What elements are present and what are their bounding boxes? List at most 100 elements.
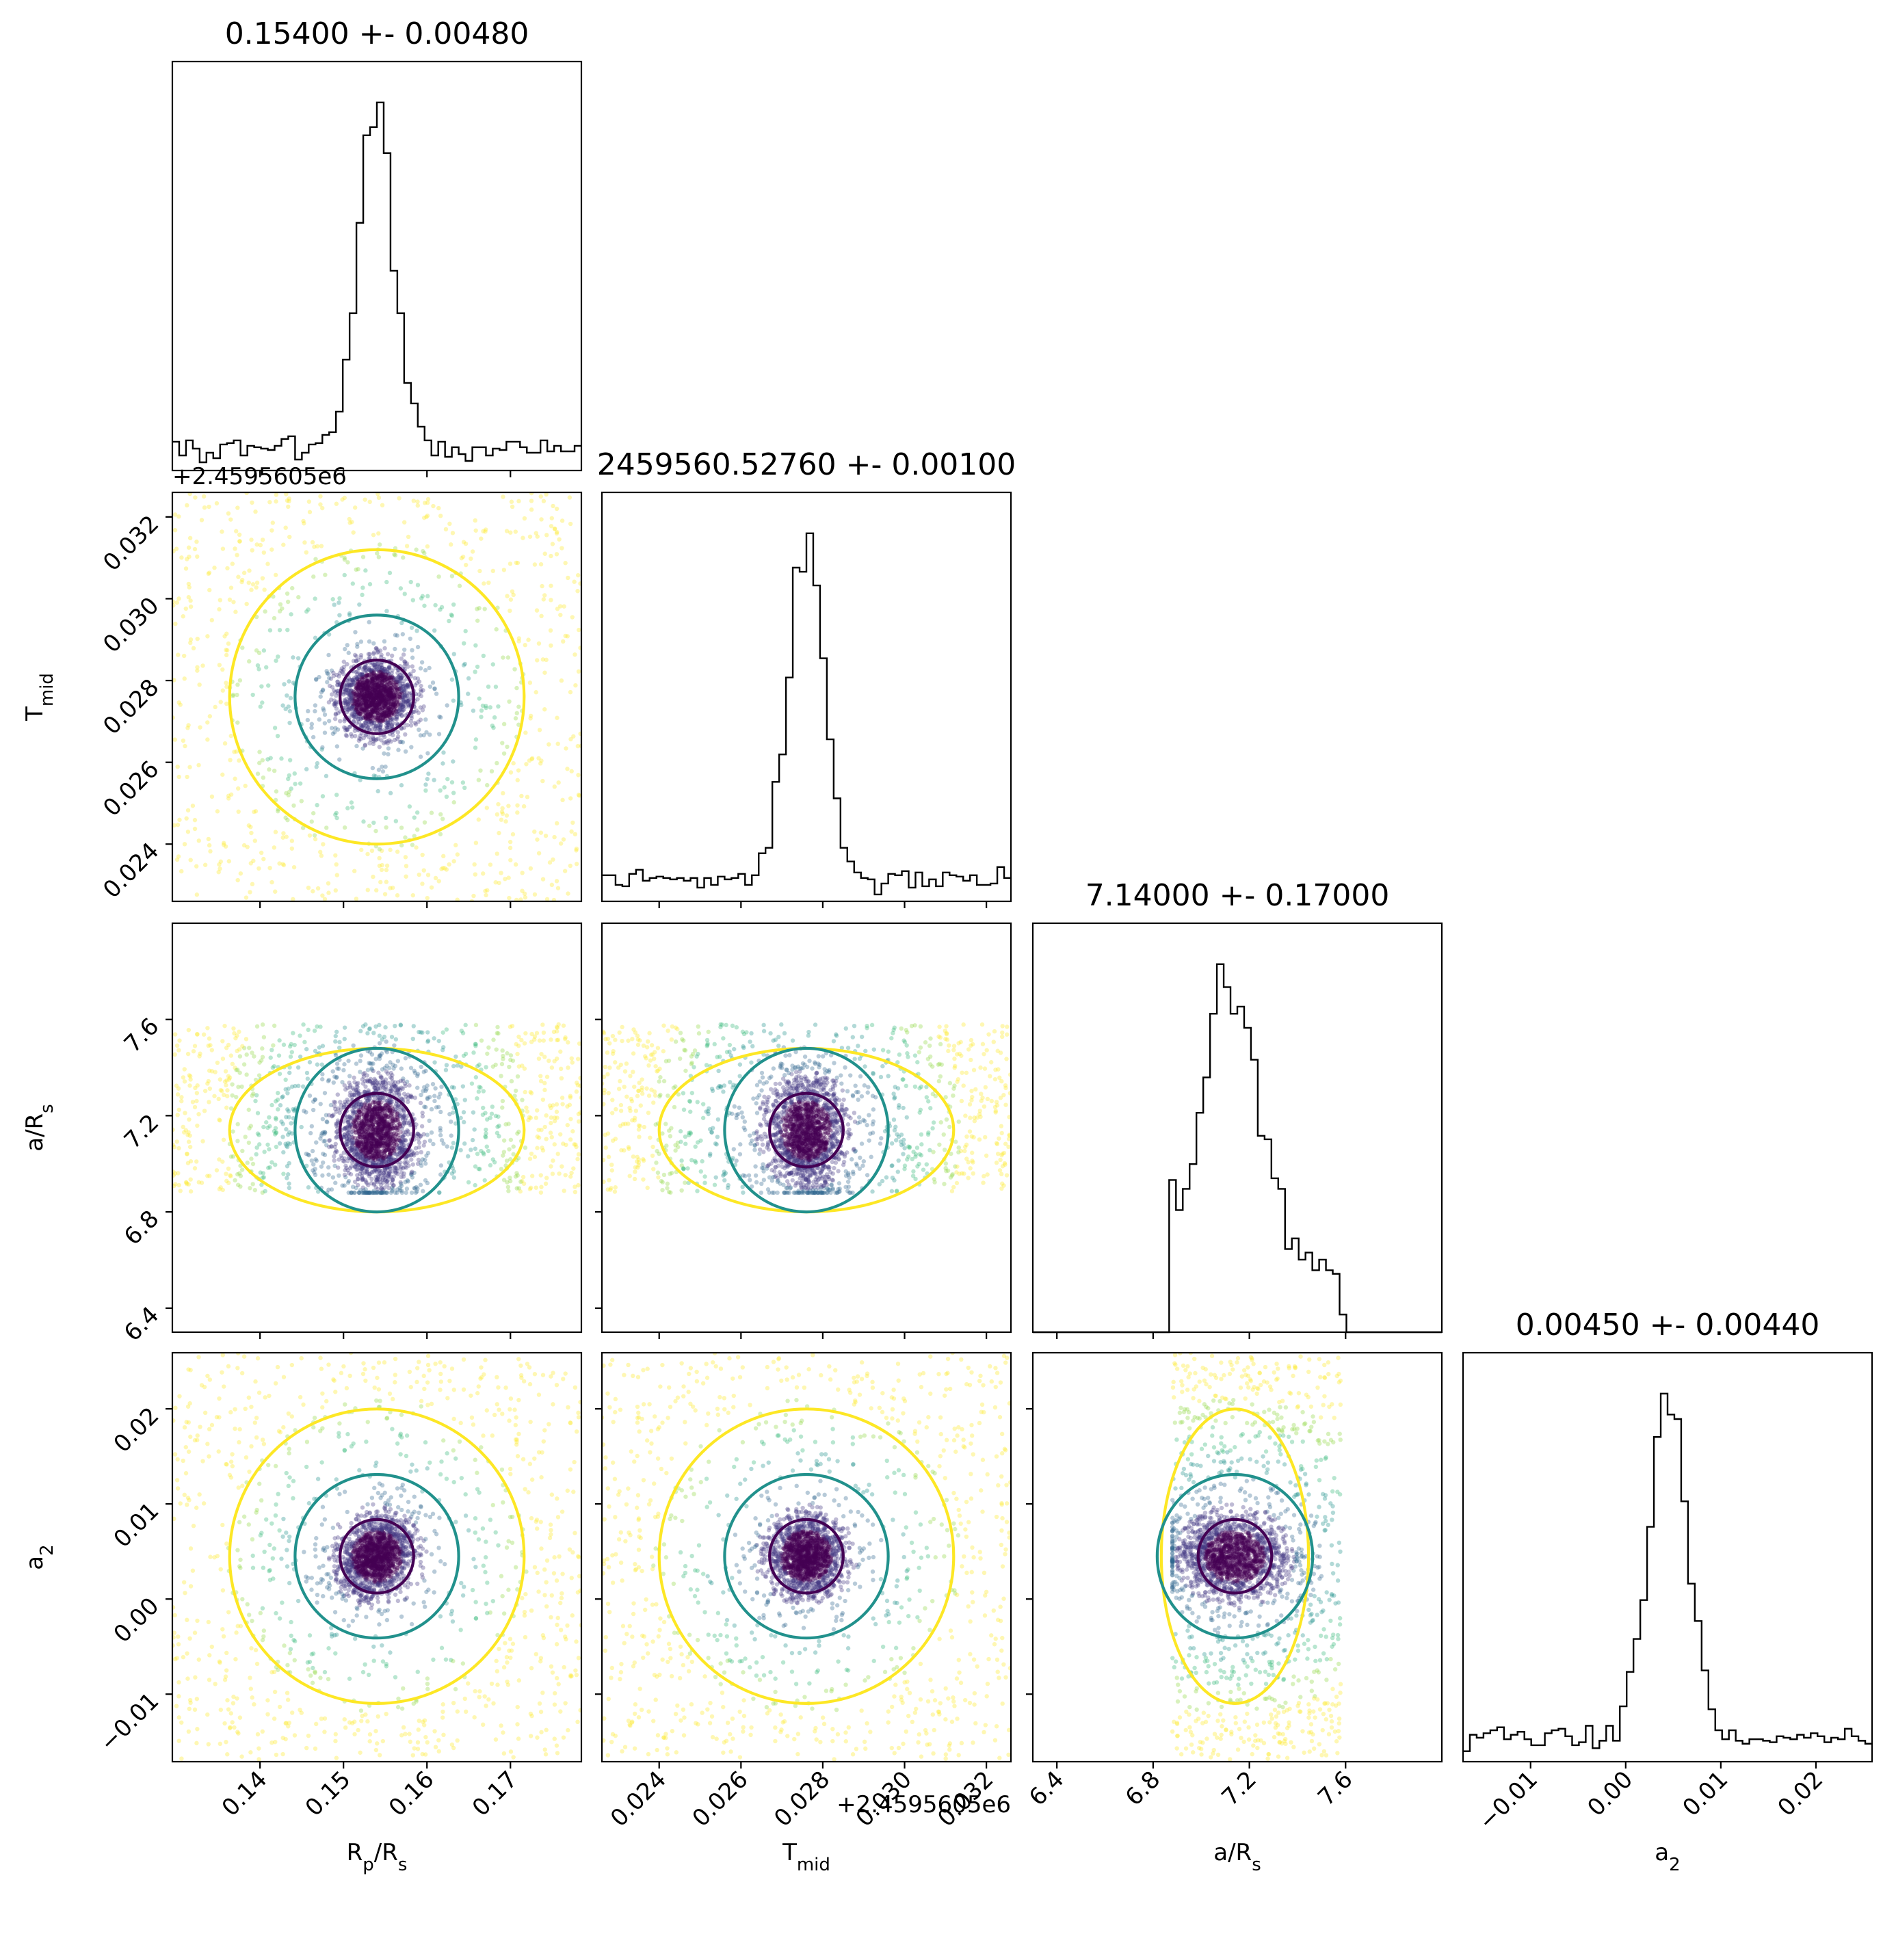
scatter-point: [380, 705, 386, 711]
scatter-point: [395, 1190, 399, 1195]
scatter-point: [510, 832, 516, 837]
scatter-point: [376, 708, 380, 714]
scatter-point: [332, 688, 337, 693]
scatter-point: [181, 738, 186, 743]
scatter-point: [380, 693, 385, 698]
scatter-point: [388, 676, 393, 680]
scatter-point: [369, 695, 375, 700]
scatter-point: [485, 888, 490, 893]
scatter-point: [389, 693, 394, 698]
scatter-point: [508, 845, 513, 851]
scatter-point: [377, 687, 382, 692]
scatter-point: [463, 541, 469, 546]
scatter-point: [234, 749, 239, 754]
scatter-point: [356, 682, 361, 687]
scatter-point: [479, 708, 484, 713]
scatter-point: [221, 843, 226, 847]
scatter-point: [574, 848, 579, 853]
scatter-point: [373, 705, 378, 710]
scatter-point: [361, 696, 367, 700]
scatter-point: [350, 1137, 355, 1142]
scatter-point: [343, 702, 348, 707]
scatter-point: [508, 1137, 514, 1142]
scatter-point: [363, 669, 367, 674]
scatter-point: [378, 692, 383, 697]
scatter-point: [555, 715, 559, 720]
scatter-point: [256, 1073, 262, 1078]
scatter-point: [284, 834, 289, 839]
scatter-point: [390, 1178, 395, 1182]
scatter-point: [380, 706, 385, 711]
scatter-point: [339, 666, 344, 671]
scatter-point: [358, 691, 363, 696]
scatter-point: [341, 1159, 347, 1164]
scatter-point: [365, 714, 371, 719]
scatter-point: [341, 1104, 347, 1109]
scatter-point: [389, 717, 394, 722]
scatter-point: [399, 726, 404, 731]
scatter-point: [254, 1024, 260, 1029]
scatter-point: [237, 539, 242, 544]
scatter-point: [185, 808, 191, 813]
scatter-point: [371, 651, 376, 657]
scatter-point: [376, 684, 381, 689]
scatter-point: [352, 1164, 357, 1169]
scatter-point: [354, 715, 358, 719]
scatter-point: [359, 682, 364, 687]
scatter-point: [537, 1038, 542, 1043]
scatter-point: [222, 1023, 227, 1029]
scatter-point: [514, 1186, 519, 1191]
scatter-point: [391, 699, 396, 704]
scatter-point: [334, 672, 339, 678]
scatter-point: [310, 1148, 315, 1154]
scatter-point: [359, 698, 365, 703]
scatter-point: [285, 817, 290, 823]
scatter-point: [366, 693, 371, 699]
scatter-point: [383, 674, 388, 680]
scatter-point: [421, 1070, 426, 1074]
scatter-point: [292, 771, 297, 776]
scatter-point: [363, 697, 369, 702]
scatter-point: [313, 703, 318, 708]
scatter-point: [379, 682, 384, 687]
scatter-point: [551, 503, 555, 509]
scatter-point: [284, 791, 289, 796]
scatter-point: [237, 758, 241, 763]
scatter-point: [358, 704, 363, 709]
scatter-point: [332, 1074, 337, 1079]
scatter-point: [344, 685, 350, 689]
scatter-point: [349, 1164, 354, 1169]
scatter-point: [382, 702, 387, 707]
scatter-point: [393, 1023, 397, 1029]
scatter-point: [561, 837, 566, 842]
scatter-point: [378, 722, 384, 728]
scatter-point: [482, 607, 487, 611]
scatter-point: [356, 684, 361, 689]
scatter-point: [333, 712, 338, 717]
scatter-point: [370, 680, 375, 685]
scatter-point: [358, 1029, 363, 1033]
scatter-point: [187, 554, 192, 559]
scatter-point: [217, 1157, 222, 1162]
scatter-point: [188, 604, 194, 609]
scatter-point: [523, 1031, 528, 1036]
scatter-point: [378, 1105, 383, 1110]
scatter-point: [402, 647, 407, 652]
scatter-point: [226, 796, 231, 801]
scatter-point: [398, 677, 404, 682]
scatter-point: [358, 701, 364, 706]
scatter-point: [412, 720, 417, 726]
scatter-point: [237, 1029, 241, 1034]
scatter-point: [369, 669, 373, 674]
scatter-point: [496, 704, 501, 709]
scatter-point: [365, 719, 370, 724]
scatter-point: [320, 1117, 326, 1122]
scatter-point: [404, 1094, 408, 1099]
scatter-point: [381, 717, 386, 723]
scatter-point: [360, 1024, 366, 1029]
scatter-point: [387, 687, 393, 693]
scatter-point: [394, 692, 399, 698]
scatter-point: [360, 673, 365, 678]
scatter-point: [196, 1180, 201, 1184]
scatter-point: [376, 700, 381, 706]
